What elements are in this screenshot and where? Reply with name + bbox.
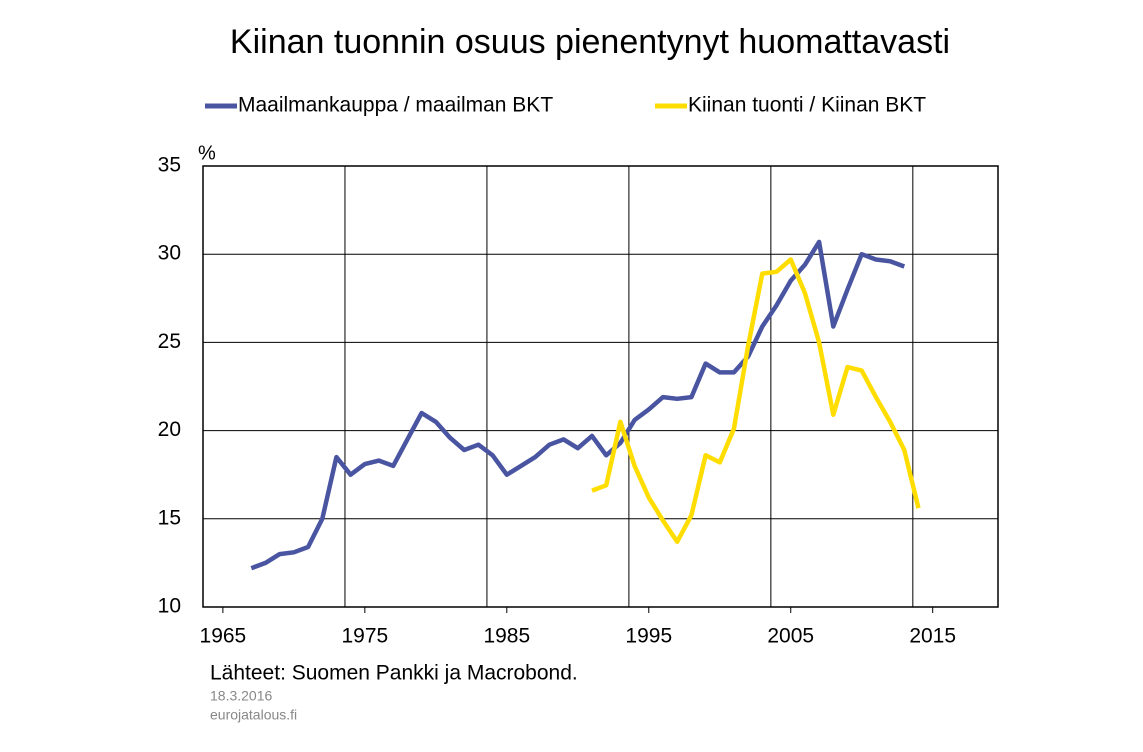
x-tick-label: 2005 (767, 625, 814, 648)
date: 18.3.2016 (210, 688, 272, 704)
y-tick-label: 15 (158, 506, 181, 529)
legend-label: Maailmankauppa / maailman BKT (238, 94, 553, 117)
plot-frame (202, 165, 999, 608)
y-tick-label: 30 (158, 242, 181, 265)
y-tick-label: 20 (158, 418, 181, 441)
legend-label: Kiinan tuonti / Kiinan BKT (688, 94, 926, 117)
x-tick-label: 2015 (909, 625, 956, 648)
source: Lähteet: Suomen Pankki ja Macrobond. (210, 662, 578, 685)
x-tick-label: 1965 (200, 625, 247, 648)
y-unit: % (198, 142, 216, 164)
x-tick-label: 1975 (341, 625, 388, 648)
y-tick-label: 35 (158, 154, 181, 177)
y-tick-label: 10 (158, 595, 181, 618)
chart-title: Kiinan tuonnin osuus pienentynyt huomatt… (230, 23, 950, 61)
x-tick-label: 1995 (625, 625, 672, 648)
line-series (591, 257, 921, 544)
y-tick-label: 25 (158, 330, 181, 353)
x-tick-label: 1985 (483, 625, 530, 648)
site: eurojatalous.fi (210, 707, 297, 723)
